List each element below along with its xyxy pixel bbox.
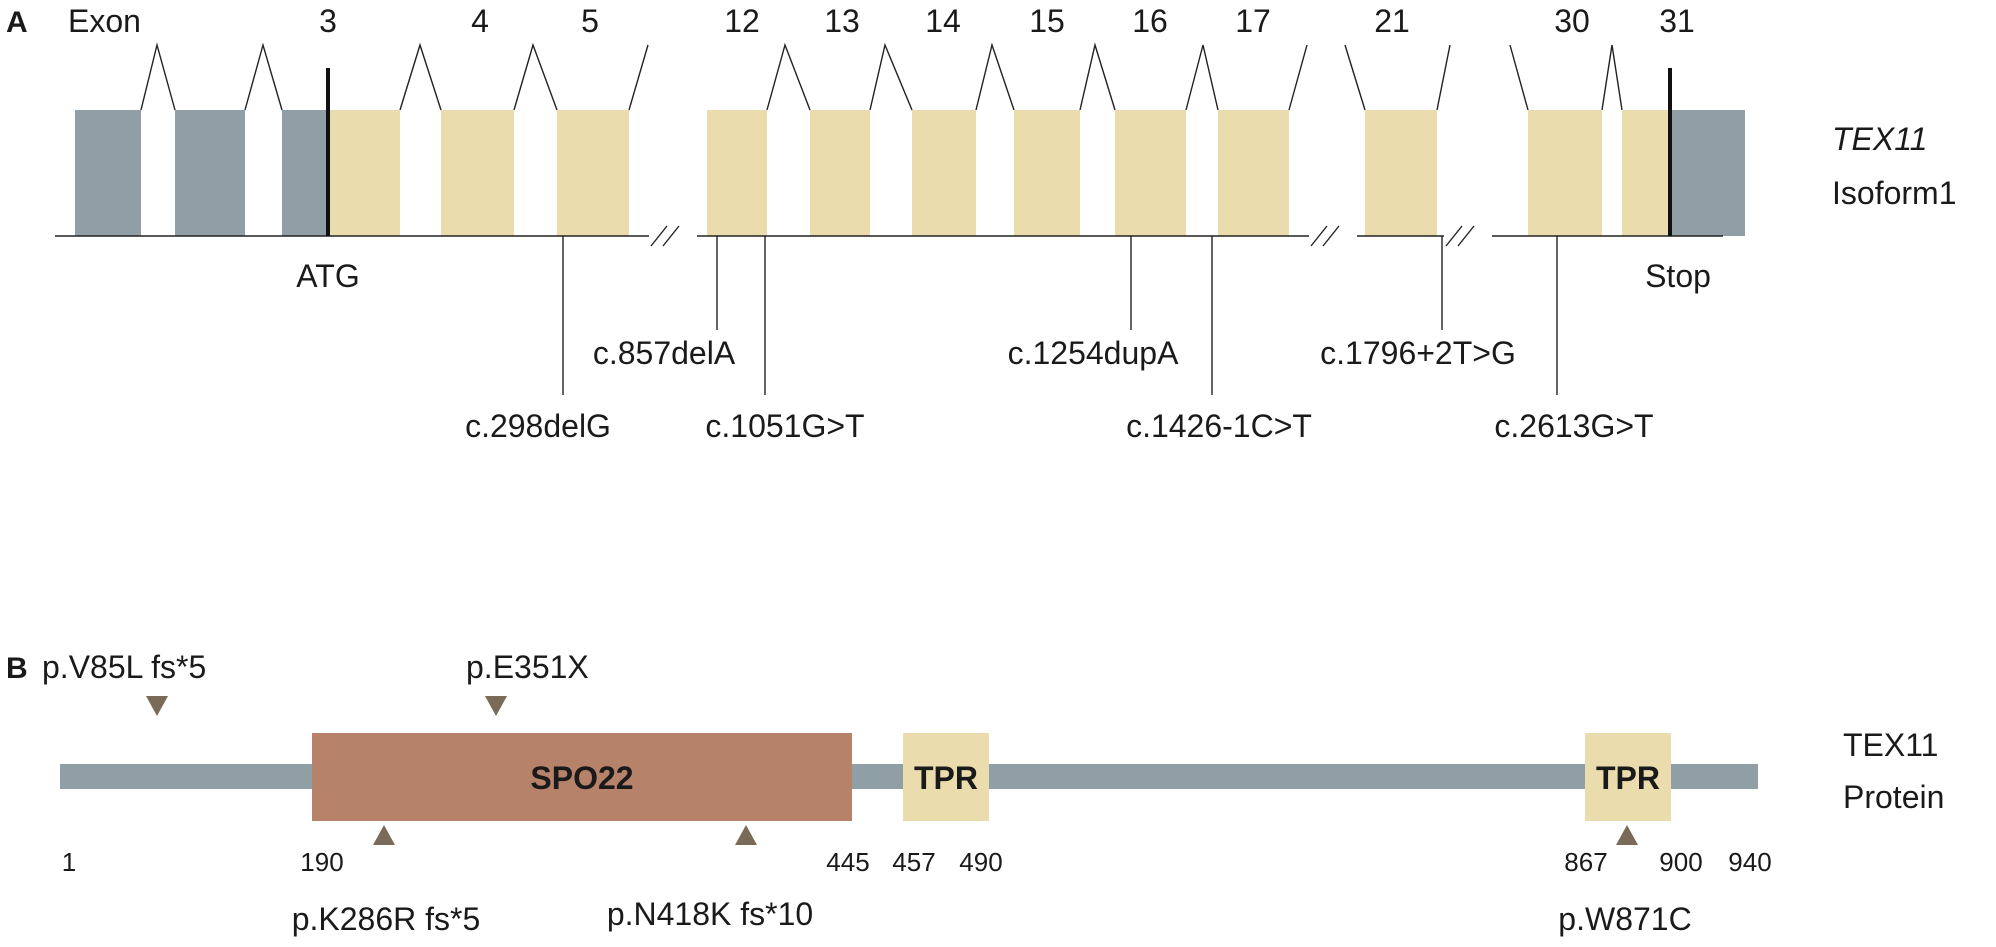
- position-1: 1: [62, 847, 76, 877]
- exon-16: [1115, 110, 1186, 236]
- exon-12: [707, 110, 767, 236]
- intron-2-3: [244, 42, 283, 111]
- intron-17-cut: [1288, 44, 1308, 111]
- gene-name-label: TEX11: [1832, 121, 1927, 157]
- marker-pW871C: [1616, 825, 1638, 845]
- break-2b: [1322, 225, 1340, 247]
- position-900: 900: [1659, 847, 1702, 877]
- tpr-domain-1-label: TPR: [914, 760, 978, 796]
- break-3a: [1445, 225, 1463, 247]
- exon-number-4: 4: [471, 3, 489, 39]
- exon-number-14: 14: [925, 3, 961, 39]
- intron-14-15: [975, 42, 1015, 111]
- exon-14: [912, 110, 976, 236]
- intron-30-cut: [1509, 44, 1529, 111]
- position-457: 457: [892, 847, 935, 877]
- exon-number-17: 17: [1235, 3, 1271, 39]
- exon-number-3: 3: [319, 3, 337, 39]
- exon-1-utr: [75, 110, 141, 236]
- exon-number-12: 12: [724, 3, 760, 39]
- exon-15: [1014, 110, 1080, 236]
- position-867: 867: [1564, 847, 1607, 877]
- exon-17: [1218, 110, 1289, 236]
- position-445: 445: [826, 847, 869, 877]
- exon-13: [810, 110, 870, 236]
- break-marks: [650, 225, 1475, 247]
- position-940: 940: [1728, 847, 1771, 877]
- intron-21-cut-left: [1344, 44, 1366, 111]
- exon-31-coding: [1622, 110, 1670, 236]
- mutation-pK286R: p.K286R fs*5: [292, 901, 481, 937]
- intron-21-cut-right: [1436, 44, 1451, 111]
- intron-16-17: [1185, 44, 1219, 111]
- mutation-c1051GT: c.1051G>T: [705, 408, 864, 444]
- intron-connectors: [140, 42, 1623, 111]
- panel-a: A Exon 3 4 5 12 13 14 15 16 17 21 30 31: [6, 3, 1956, 444]
- intron-15-16: [1079, 42, 1116, 111]
- tpr-domain-1: [903, 733, 989, 821]
- exon-number-15: 15: [1029, 3, 1065, 39]
- utr-exons: [75, 110, 1745, 236]
- break-1b: [662, 225, 680, 247]
- position-490: 490: [959, 847, 1002, 877]
- break-2a: [1310, 225, 1328, 247]
- exon-number-13: 13: [824, 3, 860, 39]
- exon-number-30: 30: [1554, 3, 1590, 39]
- mutation-c298delG: c.298delG: [465, 408, 611, 444]
- marker-pV85L: [146, 696, 168, 716]
- intron-1-2: [140, 42, 176, 111]
- atg-label: ATG: [296, 258, 359, 294]
- intron-12-13: [766, 42, 811, 111]
- exon-number-16: 16: [1132, 3, 1168, 39]
- tpr-domain-2-label: TPR: [1596, 760, 1660, 796]
- exon-4: [441, 110, 514, 236]
- mutation-pV85L: p.V85L fs*5: [42, 649, 206, 685]
- exon-number-5: 5: [581, 3, 599, 39]
- exon-31-utr: [1670, 110, 1745, 236]
- tpr-domain-2: [1585, 733, 1671, 821]
- marker-pN418K: [735, 825, 757, 845]
- isoform-label: Isoform1: [1832, 175, 1956, 211]
- intron-30-31: [1601, 44, 1623, 111]
- stop-label: Stop: [1645, 258, 1711, 294]
- mutation-pN418K: p.N418K fs*10: [607, 896, 813, 932]
- intron-4-5: [513, 42, 558, 111]
- mutation-pW871C: p.W871C: [1558, 901, 1691, 937]
- mutation-c1796-2TG: c.1796+2T>G: [1320, 335, 1516, 371]
- coding-exons: [328, 110, 1670, 236]
- mutation-c2613GT: c.2613G>T: [1494, 408, 1653, 444]
- exon-number-31: 31: [1659, 3, 1695, 39]
- exon-5: [557, 110, 629, 236]
- panel-b-label: B: [6, 652, 28, 685]
- panel-b: B SPO22 TPR TPR TEX11 Protein 1 190 445 …: [6, 649, 1944, 937]
- exon-number-21: 21: [1374, 3, 1410, 39]
- mutation-c1254dupA: c.1254dupA: [1008, 335, 1179, 371]
- exon-3-utr: [282, 110, 328, 236]
- spo22-domain-label: SPO22: [530, 760, 633, 796]
- intron-5-cut: [628, 44, 649, 111]
- intron-13-14: [869, 42, 913, 111]
- break-3b: [1457, 225, 1475, 247]
- intron-3-4: [399, 42, 442, 111]
- position-190: 190: [300, 847, 343, 877]
- exon-21: [1365, 110, 1437, 236]
- panel-a-label: A: [6, 6, 28, 39]
- spo22-domain: [312, 733, 852, 821]
- exon-30: [1528, 110, 1602, 236]
- mutation-leaders: [562, 236, 1558, 395]
- mutation-c1426-1CT: c.1426-1C>T: [1126, 408, 1312, 444]
- mutation-c857delA: c.857delA: [593, 335, 736, 371]
- protein-word-label: Protein: [1843, 779, 1944, 815]
- break-1a: [650, 225, 668, 247]
- exon-word-label: Exon: [68, 3, 141, 39]
- marker-pE351X: [485, 696, 507, 716]
- mutation-pE351X: p.E351X: [466, 649, 589, 685]
- marker-pK286R: [373, 825, 395, 845]
- protein-name-label: TEX11: [1843, 727, 1938, 763]
- exon-2-utr: [175, 110, 245, 236]
- exon-3-coding: [328, 110, 400, 236]
